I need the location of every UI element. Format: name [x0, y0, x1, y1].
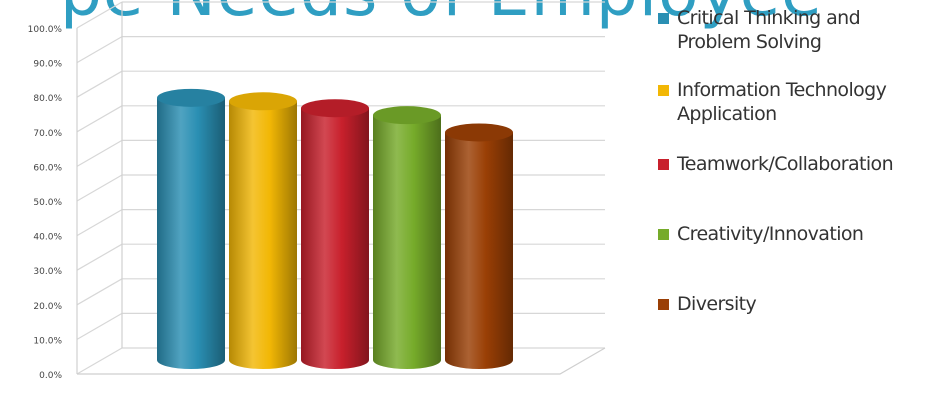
bar-top: [301, 99, 369, 118]
legend-item-creativity: Creativity/Innovation: [658, 222, 922, 246]
bar-body: [301, 108, 369, 369]
y-tick-label: 70.0%: [33, 129, 62, 139]
y-tick-label: 50.0%: [33, 198, 62, 208]
legend-item-diversity: Diversity: [658, 292, 922, 316]
y-tick-label: 90.0%: [33, 60, 62, 70]
bar-3: [301, 99, 369, 369]
bar-4: [373, 106, 441, 370]
bar-top: [229, 92, 297, 111]
bar-1: [157, 88, 225, 369]
bar-top: [373, 106, 441, 125]
bar-top: [157, 88, 225, 107]
bar-body: [157, 97, 225, 369]
legend-item-information-technology: Information Technology Application: [658, 78, 922, 126]
floor-edge: [77, 347, 606, 375]
gridline-side: [76, 139, 123, 167]
y-tick-label: 40.0%: [33, 233, 62, 243]
legend-label: Information Technology Application: [677, 79, 887, 125]
gridline-side: [76, 174, 123, 202]
gridline-side: [76, 278, 123, 306]
y-tick-label: 0.0%: [39, 371, 62, 381]
legend-item-critical-thinking: Critical Thinking and Problem Solving: [658, 6, 922, 54]
y-tick-label: 20.0%: [33, 302, 62, 312]
slide-title: pe Needs of Employee: [60, 0, 823, 31]
legend-label: Critical Thinking and Problem Solving: [677, 7, 861, 53]
legend-label: Diversity: [677, 293, 757, 315]
y-tick-label: 80.0%: [33, 94, 62, 104]
y-tick-label: 100.0%: [28, 25, 63, 35]
legend-swatch: [658, 299, 669, 310]
bars: [157, 88, 513, 370]
y-tick-label: 30.0%: [33, 267, 62, 277]
y-axis-ticks: 0.0% 10.0% 20.0% 30.0% 40.0% 50.0% 60.0% 70.0% 8…: [28, 25, 63, 381]
bar-body: [445, 132, 513, 369]
legend-item-teamwork: Teamwork/Collaboration: [658, 152, 922, 176]
gridline-side: [76, 105, 123, 133]
bar-body: [373, 115, 441, 370]
y-tick-label: 60.0%: [33, 163, 62, 173]
gridline-side: [76, 36, 123, 64]
gridline-side: [76, 347, 123, 375]
bar-top: [445, 123, 513, 142]
legend-swatch: [658, 85, 669, 96]
bar-body: [229, 101, 297, 369]
bar-5: [445, 123, 513, 369]
gridline-side: [76, 209, 123, 237]
legend-swatch: [658, 229, 669, 240]
legend-label: Creativity/Innovation: [677, 223, 864, 245]
bar-2: [229, 92, 297, 369]
gridline-side: [76, 1, 123, 29]
gridline-side: [76, 70, 123, 98]
legend-swatch: [658, 13, 669, 24]
legend-label: Teamwork/Collaboration: [677, 153, 894, 175]
legend-swatch: [658, 159, 669, 170]
gridline-side: [76, 243, 123, 271]
gridline-side: [76, 312, 123, 340]
y-tick-label: 10.0%: [33, 336, 62, 346]
